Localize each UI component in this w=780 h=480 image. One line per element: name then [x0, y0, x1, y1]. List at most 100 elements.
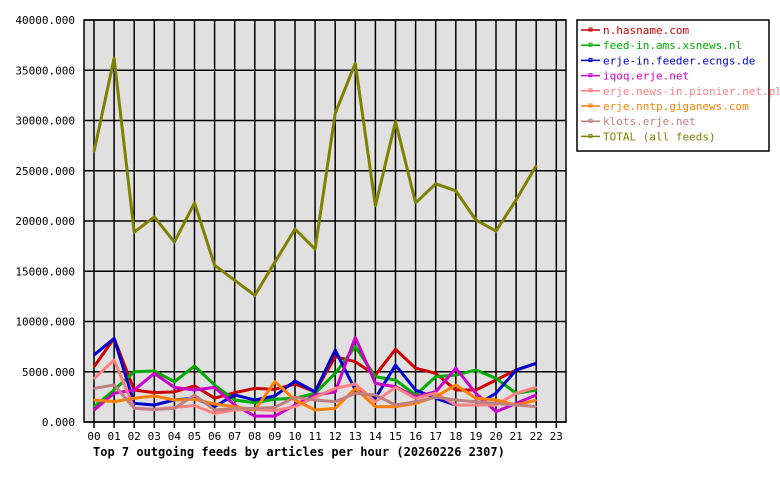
data-point — [274, 415, 276, 417]
data-point — [314, 391, 316, 393]
data-point — [153, 391, 156, 394]
data-point — [213, 412, 216, 415]
data-point — [475, 219, 477, 221]
chart-title: Top 7 outgoing feeds by articles per hou… — [93, 445, 505, 459]
data-point — [495, 410, 497, 413]
data-point — [354, 392, 357, 395]
data-point — [314, 394, 316, 396]
data-point — [414, 400, 417, 403]
data-point — [153, 216, 156, 218]
data-point — [193, 404, 196, 407]
y-tick-label: 10000.000 — [15, 316, 75, 329]
data-point — [274, 406, 276, 409]
x-tick-label: 15 — [389, 430, 402, 443]
x-tick-label: 13 — [349, 430, 362, 443]
data-point — [274, 261, 276, 264]
data-point — [274, 409, 276, 412]
data-point — [394, 379, 397, 381]
data-point — [93, 399, 95, 401]
data-point — [515, 369, 517, 371]
data-point — [434, 183, 437, 185]
data-point — [113, 400, 115, 403]
legend-marker — [588, 103, 593, 108]
data-point — [394, 386, 397, 389]
data-point — [334, 387, 337, 390]
data-point — [374, 394, 377, 396]
data-point — [93, 354, 95, 356]
data-point — [515, 199, 517, 201]
x-tick-label: 04 — [168, 430, 182, 443]
data-point — [213, 264, 216, 267]
data-point — [414, 397, 417, 400]
y-tick-label: 5000.000 — [22, 366, 75, 379]
data-point — [93, 377, 95, 380]
data-point — [495, 402, 497, 405]
data-point — [113, 389, 115, 391]
data-point — [394, 348, 397, 351]
data-point — [133, 389, 135, 391]
data-point — [475, 397, 477, 400]
data-point — [173, 407, 176, 410]
x-tick-label: 00 — [87, 430, 100, 443]
data-point — [93, 409, 95, 411]
data-point — [193, 202, 196, 204]
data-point — [213, 403, 216, 405]
series-lines — [92, 56, 538, 418]
y-tick-label: 35000.000 — [15, 64, 75, 77]
x-tick-label: 09 — [268, 430, 281, 443]
data-point — [354, 345, 357, 348]
data-point — [233, 407, 236, 410]
data-point — [254, 407, 256, 410]
data-point — [535, 399, 537, 401]
data-point — [535, 362, 537, 365]
data-point — [434, 372, 437, 375]
data-point — [233, 399, 236, 401]
data-point — [294, 405, 296, 408]
legend-label: n.hasname.com — [603, 24, 689, 37]
data-point — [173, 399, 176, 401]
data-point — [274, 395, 276, 397]
data-point — [374, 400, 377, 403]
data-point — [93, 405, 95, 408]
x-tick-label: 01 — [107, 430, 120, 443]
data-point — [535, 164, 537, 167]
data-point — [334, 391, 337, 393]
data-point — [414, 202, 417, 204]
legend-marker — [588, 73, 593, 78]
data-point — [374, 405, 377, 408]
data-point — [93, 387, 95, 390]
data-point — [434, 396, 437, 399]
data-point — [414, 389, 417, 391]
x-tick-label: 18 — [449, 430, 462, 443]
legend-box — [576, 19, 770, 152]
data-point — [535, 389, 537, 391]
data-point — [495, 392, 497, 395]
legend-marker — [588, 42, 593, 47]
data-point — [354, 360, 357, 363]
y-tick-label: 25000.000 — [15, 165, 75, 178]
data-point — [254, 399, 256, 401]
data-point — [354, 387, 357, 390]
x-tick-label: 23 — [550, 430, 563, 443]
data-point — [455, 190, 457, 192]
data-point — [193, 394, 196, 396]
data-point — [475, 400, 477, 403]
data-point — [334, 400, 337, 403]
x-tick-label: 10 — [288, 430, 301, 443]
x-tick-label: 07 — [228, 430, 241, 443]
legend-label: erje.nntp.giganews.com — [603, 100, 749, 113]
data-point — [213, 409, 216, 411]
data-point — [294, 396, 296, 399]
data-point — [173, 241, 176, 243]
data-point — [394, 120, 397, 123]
data-point — [495, 230, 497, 232]
data-point — [334, 407, 337, 410]
data-point — [334, 355, 337, 358]
data-point — [535, 405, 537, 408]
data-point — [254, 387, 256, 390]
data-point — [254, 294, 256, 297]
legend-marker — [588, 133, 593, 138]
data-point — [455, 374, 457, 376]
data-point — [233, 391, 236, 394]
data-point — [495, 399, 497, 401]
